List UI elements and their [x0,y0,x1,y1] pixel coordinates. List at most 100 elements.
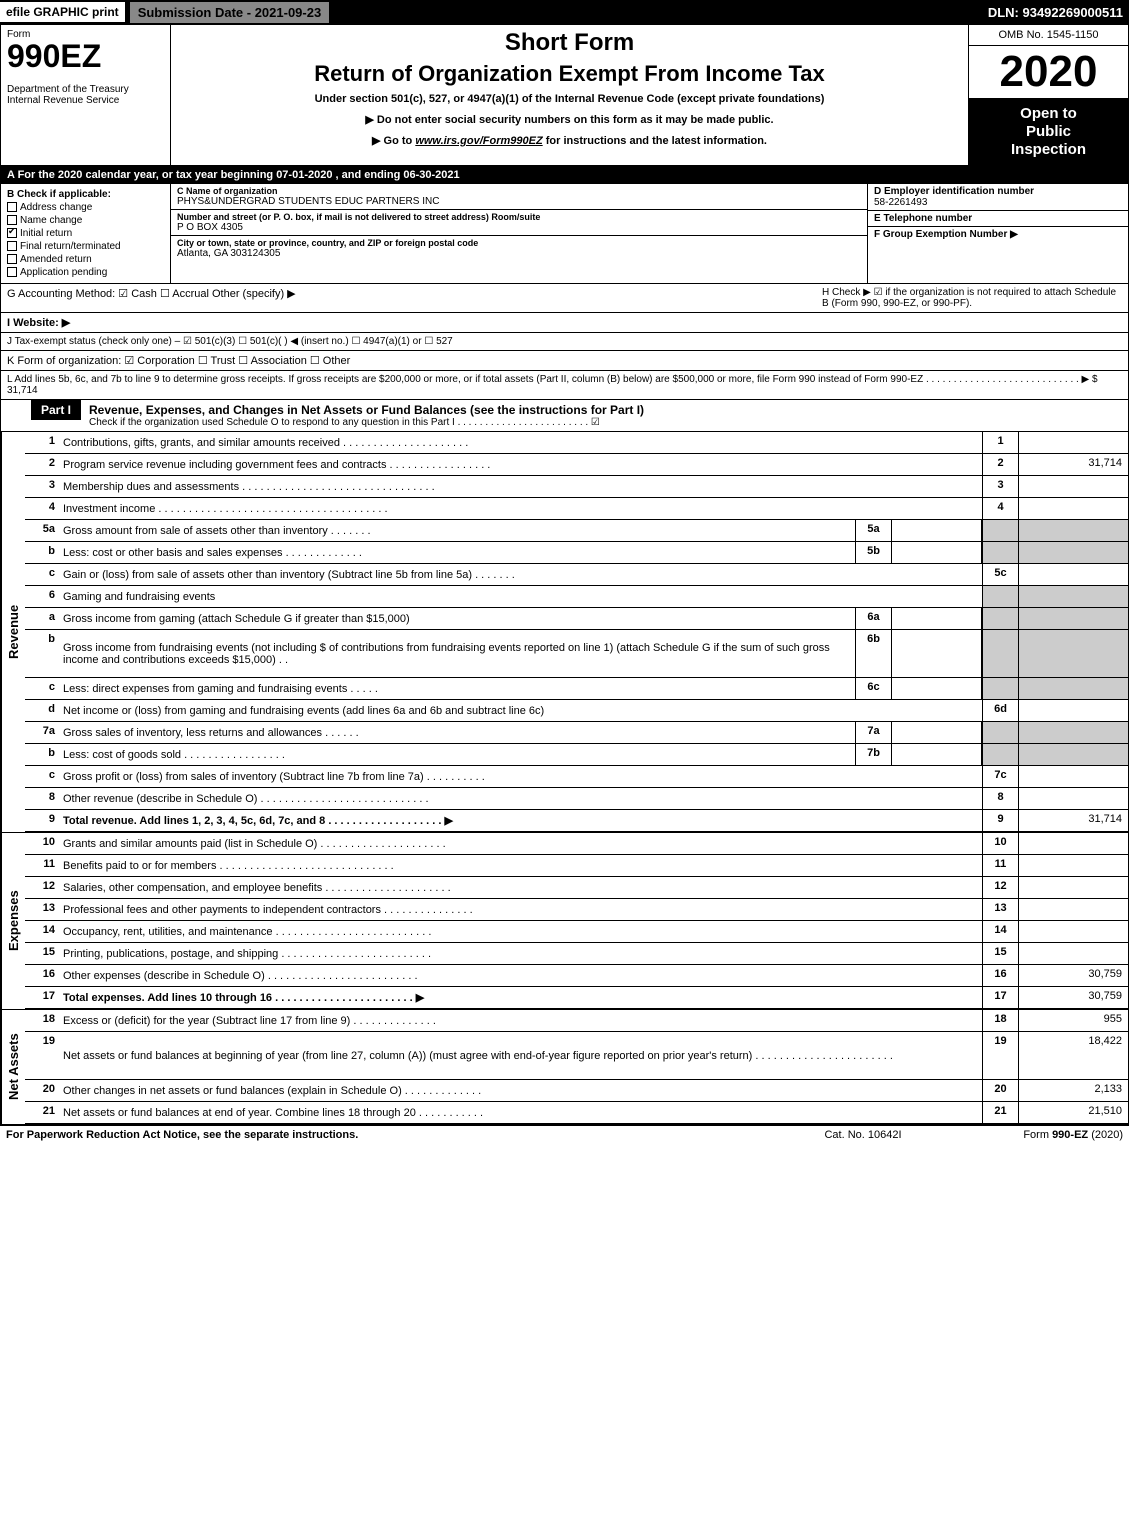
box-b: B Check if applicable: Address change Na… [1,184,171,283]
irs-link[interactable]: www.irs.gov/Form990EZ [415,135,542,147]
cb-final-return[interactable]: Final return/terminated [7,241,164,252]
table-row: 10Grants and similar amounts paid (list … [25,833,1128,855]
part1-title-text: Revenue, Expenses, and Changes in Net As… [89,403,644,417]
right-num [982,630,1018,677]
inline-value [892,630,982,677]
inline-num: 5a [856,520,892,541]
form-header: Form 990EZ Department of the Treasury In… [1,25,1128,166]
row-number: c [25,678,61,699]
row-description: Less: cost or other basis and sales expe… [61,542,855,563]
inline-num: 6b [856,630,892,677]
inline-box: 6a [855,608,982,629]
table-row: 13Professional fees and other payments t… [25,899,1128,921]
right-value [1018,722,1128,743]
org-city-cell: City or town, state or province, country… [171,236,867,261]
right-num [982,608,1018,629]
row-description: Excess or (deficit) for the year (Subtra… [61,1010,982,1031]
cb-name-change[interactable]: Name change [7,215,164,226]
dln-number: DLN: 93492269000511 [988,5,1129,20]
row-description: Net assets or fund balances at beginning… [61,1032,982,1079]
cb-address-change[interactable]: Address change [7,202,164,213]
row-number: 12 [25,877,61,898]
row-description: Program service revenue including govern… [61,454,982,475]
row-description: Gross income from fundraising events (no… [61,630,855,677]
right-value: 30,759 [1018,965,1128,986]
inspection: Inspection [973,141,1124,159]
row-number: 6 [25,586,61,607]
website-label: I Website: ▶ [7,317,70,329]
ssn-warning: ▶ Do not enter social security numbers o… [179,113,960,126]
right-value [1018,877,1128,898]
right-num: 9 [982,810,1018,831]
right-num: 12 [982,877,1018,898]
cb-name-change-label: Name change [20,215,82,226]
row-description: Net assets or fund balances at end of ye… [61,1102,982,1123]
table-row: 7aGross sales of inventory, less returns… [25,722,1128,744]
row-description: Occupancy, rent, utilities, and maintena… [61,921,982,942]
revenue-section: Revenue 1Contributions, gifts, grants, a… [1,432,1128,832]
info-grid: B Check if applicable: Address change Na… [1,184,1128,284]
row-number: 11 [25,855,61,876]
box-g: G Accounting Method: ☑ Cash ☐ Accrual Ot… [7,287,822,309]
right-value [1018,432,1128,453]
row-number: 19 [25,1032,61,1079]
table-row: 19Net assets or fund balances at beginni… [25,1032,1128,1080]
right-value [1018,766,1128,787]
row-number: 4 [25,498,61,519]
table-row: aGross income from gaming (attach Schedu… [25,608,1128,630]
row-description: Gain or (loss) from sale of assets other… [61,564,982,585]
right-num: 16 [982,965,1018,986]
right-value [1018,542,1128,563]
cb-initial-return[interactable]: Initial return [7,228,164,239]
footer-right: Form 990-EZ (2020) [943,1129,1123,1141]
right-num [982,722,1018,743]
inline-box: 7a [855,722,982,743]
short-form-title: Short Form [179,29,960,57]
cb-amended-return[interactable]: Amended return [7,254,164,265]
right-num: 19 [982,1032,1018,1079]
inline-box: 5b [855,542,982,563]
row-number: 9 [25,810,61,831]
right-num: 15 [982,943,1018,964]
row-description: Less: cost of goods sold . . . . . . . .… [61,744,855,765]
row-description: Contributions, gifts, grants, and simila… [61,432,982,453]
right-num [982,678,1018,699]
right-value [1018,476,1128,497]
table-row: 20Other changes in net assets or fund ba… [25,1080,1128,1102]
row-number: c [25,766,61,787]
under-section: Under section 501(c), 527, or 4947(a)(1)… [179,93,960,105]
submission-date: Submission Date - 2021-09-23 [129,1,331,24]
box-e: E Telephone number [868,211,1128,227]
footer-left: For Paperwork Reduction Act Notice, see … [6,1129,783,1141]
part1-header: Part I Revenue, Expenses, and Changes in… [1,400,1128,432]
expenses-body: 10Grants and similar amounts paid (list … [25,833,1128,1009]
right-num: 21 [982,1102,1018,1123]
org-addr: P O BOX 4305 [177,222,861,233]
revenue-side-label: Revenue [1,432,25,832]
cb-application-pending[interactable]: Application pending [7,267,164,278]
tax-year: 2020 [969,46,1128,99]
group-exemption-label: F Group Exemption Number ▶ [874,229,1018,240]
right-value: 31,714 [1018,454,1128,475]
right-num: 13 [982,899,1018,920]
right-value [1018,899,1128,920]
right-num [982,744,1018,765]
inline-box: 6b [855,630,982,677]
right-num: 11 [982,855,1018,876]
inline-num: 7a [856,722,892,743]
right-value: 21,510 [1018,1102,1128,1123]
row-description: Less: direct expenses from gaming and fu… [61,678,855,699]
row-number: 17 [25,987,61,1008]
dept-irs: Internal Revenue Service [7,95,164,106]
table-row: 5aGross amount from sale of assets other… [25,520,1128,542]
table-row: bLess: cost of goods sold . . . . . . . … [25,744,1128,766]
row-number: 20 [25,1080,61,1101]
goto-prefix: ▶ Go to [372,135,415,147]
row-description: Investment income . . . . . . . . . . . … [61,498,982,519]
efile-print-button[interactable]: efile GRAPHIC print [0,2,125,22]
row-number: 16 [25,965,61,986]
row-number: 8 [25,788,61,809]
table-row: 8Other revenue (describe in Schedule O) … [25,788,1128,810]
table-row: 12Salaries, other compensation, and empl… [25,877,1128,899]
box-d: D Employer identification number 58-2261… [868,184,1128,211]
